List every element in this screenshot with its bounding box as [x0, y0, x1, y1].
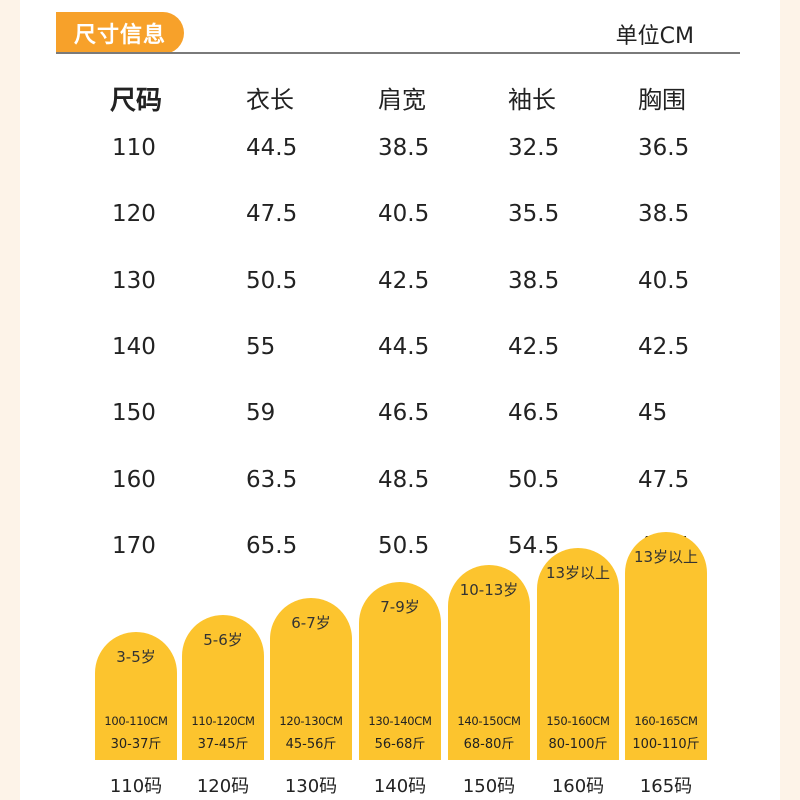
column-header-1: 衣长 — [246, 86, 294, 114]
size-bar: 3-5岁 100-110CM 30-37斤 — [95, 632, 177, 760]
table-cell: 130 — [112, 267, 156, 294]
table-cell: 59 — [246, 400, 276, 427]
table-cell: 36.5 — [638, 135, 690, 161]
table-cell: 63.5 — [246, 466, 298, 493]
bar-weight-label: 37-45斤 — [197, 737, 249, 752]
bar-age-label: 10-13岁 — [459, 581, 519, 599]
bar-height-label: 160-165CM — [634, 714, 698, 728]
table-cell: 45 — [638, 400, 668, 427]
bar-height-label: 110-120CM — [191, 714, 255, 728]
column-header-4: 胸围 — [638, 86, 686, 114]
size-label: 120码 — [196, 776, 250, 797]
bar-age-label: 13岁以上 — [633, 548, 699, 566]
column-header-0: 尺码 — [110, 86, 163, 116]
unit-label: 单位CM — [615, 24, 694, 49]
bar-age-label: 13岁以上 — [545, 564, 611, 582]
table-cell: 120 — [112, 201, 156, 228]
table-cell: 160 — [112, 466, 156, 493]
bar-weight-label: 100-110斤 — [632, 737, 700, 752]
table-cell: 38.5 — [378, 135, 430, 161]
table-cell: 40.5 — [638, 267, 690, 294]
table-cell: 50.5 — [246, 267, 298, 294]
bar-weight-label: 80-100斤 — [548, 737, 608, 752]
bar-age-label: 5-6岁 — [203, 631, 243, 649]
table-cell: 35.5 — [508, 201, 560, 228]
bar-height-label: 150-160CM — [546, 714, 610, 728]
table-cell: 48.5 — [378, 466, 430, 493]
size-label: 150码 — [462, 776, 516, 797]
table-cell: 46.5 — [378, 400, 430, 427]
table-cell: 47.5 — [638, 466, 690, 493]
size-bar: 7-9岁 130-140CM 56-68斤 — [359, 582, 441, 760]
bar-weight-label: 68-80斤 — [463, 737, 515, 752]
table-cell: 38.5 — [508, 267, 560, 294]
bar-age-label: 3-5岁 — [116, 648, 156, 666]
table-cell: 170 — [112, 532, 156, 559]
bar-age-label: 7-9岁 — [380, 598, 420, 616]
table-cell: 55 — [246, 333, 276, 360]
table-cell: 150 — [112, 400, 156, 427]
table-cell: 110 — [112, 135, 156, 161]
table-cell: 38.5 — [638, 201, 690, 228]
table-cell: 44.5 — [378, 333, 430, 360]
table-cell: 65.5 — [246, 532, 298, 559]
column-header-3: 袖长 — [508, 86, 556, 114]
table-cell: 50.5 — [378, 532, 430, 559]
table-cell: 140 — [112, 333, 156, 360]
bar-weight-label: 30-37斤 — [110, 737, 162, 752]
table-cell: 46.5 — [508, 400, 560, 427]
column-header-2: 肩宽 — [378, 86, 426, 114]
bar-height-label: 130-140CM — [368, 714, 432, 728]
bar-height-label: 140-150CM — [457, 714, 521, 728]
size-label: 140码 — [373, 776, 427, 797]
bar-weight-label: 45-56斤 — [285, 737, 337, 752]
size-label: 110码 — [109, 776, 163, 797]
size-bar: 10-13岁 140-150CM 68-80斤 — [448, 565, 530, 760]
table-cell: 54.5 — [508, 532, 560, 559]
size-label: 165码 — [639, 776, 693, 797]
section-badge: 尺寸信息 — [56, 12, 184, 54]
size-bar: 13岁以上 150-160CM 80-100斤 — [537, 548, 619, 760]
table-cell: 50.5 — [508, 466, 560, 493]
table-cell: 47.5 — [246, 201, 298, 228]
table-cell: 40.5 — [378, 201, 430, 228]
bar-height-label: 120-130CM — [279, 714, 343, 728]
bar-height-label: 100-110CM — [104, 714, 168, 728]
table-cell: 42.5 — [508, 333, 560, 360]
size-bar: 6-7岁 120-130CM 45-56斤 — [270, 598, 352, 760]
table-cell: 44.5 — [246, 135, 298, 161]
size-label: 160码 — [551, 776, 605, 797]
header-divider — [56, 52, 740, 54]
size-bar: 13岁以上 160-165CM 100-110斤 — [625, 532, 707, 760]
size-bar: 5-6岁 110-120CM 37-45斤 — [182, 615, 264, 760]
table-cell: 42.5 — [378, 267, 430, 294]
bar-weight-label: 56-68斤 — [374, 737, 426, 752]
size-label: 130码 — [284, 776, 338, 797]
table-cell: 42.5 — [638, 333, 690, 360]
bar-age-label: 6-7岁 — [291, 614, 331, 632]
table-cell: 32.5 — [508, 135, 560, 161]
